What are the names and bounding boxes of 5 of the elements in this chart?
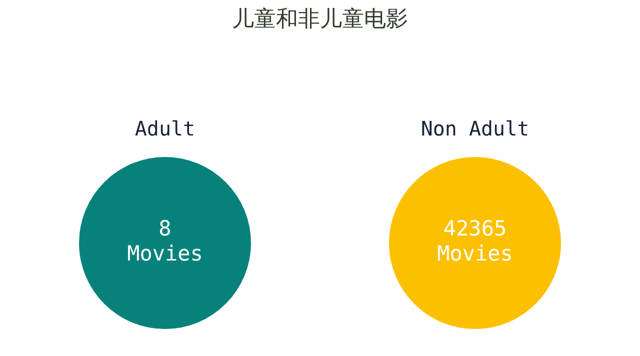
- category-label: Adult: [134, 116, 196, 140]
- category-label: Non Adult: [420, 116, 530, 140]
- data-label: 42365: [443, 216, 507, 241]
- data-label: 8: [158, 216, 172, 241]
- text: 儿童和非儿童电影: [232, 7, 408, 32]
